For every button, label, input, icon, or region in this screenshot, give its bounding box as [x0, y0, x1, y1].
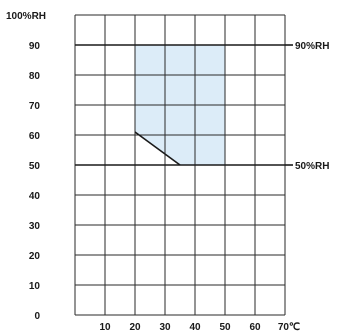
- x-tick-label-40: 40: [189, 322, 201, 333]
- y-tick-label-40: 40: [29, 191, 41, 202]
- y-tick-labels: 0 10 20 30 40 50 60 70 80 90 100%RH: [6, 11, 46, 322]
- y-tick-label-80: 80: [29, 71, 41, 82]
- y-tick-label-90: 90: [29, 41, 41, 52]
- x-tick-labels: 10 20 30 40 50 60 70℃: [99, 322, 300, 333]
- y-tick-label-20: 20: [29, 251, 41, 262]
- operating-region: [134, 131, 181, 166]
- x-tick-label-30: 30: [159, 322, 171, 333]
- grid: [74, 14, 286, 316]
- reference-lines: [285, 44, 293, 166]
- x-tick-label-10: 10: [99, 322, 111, 333]
- y-tick-label-0: 0: [34, 311, 40, 322]
- reference-labels: 90%RH 50%RH: [295, 41, 329, 172]
- x-tick-label-70: 70℃: [278, 322, 300, 333]
- reference-label-90: 90%RH: [295, 41, 329, 52]
- y-tick-label-30: 30: [29, 221, 41, 232]
- y-tick-label-60: 60: [29, 131, 41, 142]
- y-tick-label-10: 10: [29, 281, 41, 292]
- y-tick-label-50: 50: [29, 161, 41, 172]
- y-tick-label-100: 100%RH: [6, 11, 46, 22]
- x-tick-label-60: 60: [249, 322, 261, 333]
- x-tick-label-50: 50: [219, 322, 231, 333]
- x-tick-label-20: 20: [129, 322, 141, 333]
- y-tick-label-70: 70: [29, 101, 41, 112]
- reference-label-50: 50%RH: [295, 161, 329, 172]
- operating-region-slope-edge: [134, 131, 181, 166]
